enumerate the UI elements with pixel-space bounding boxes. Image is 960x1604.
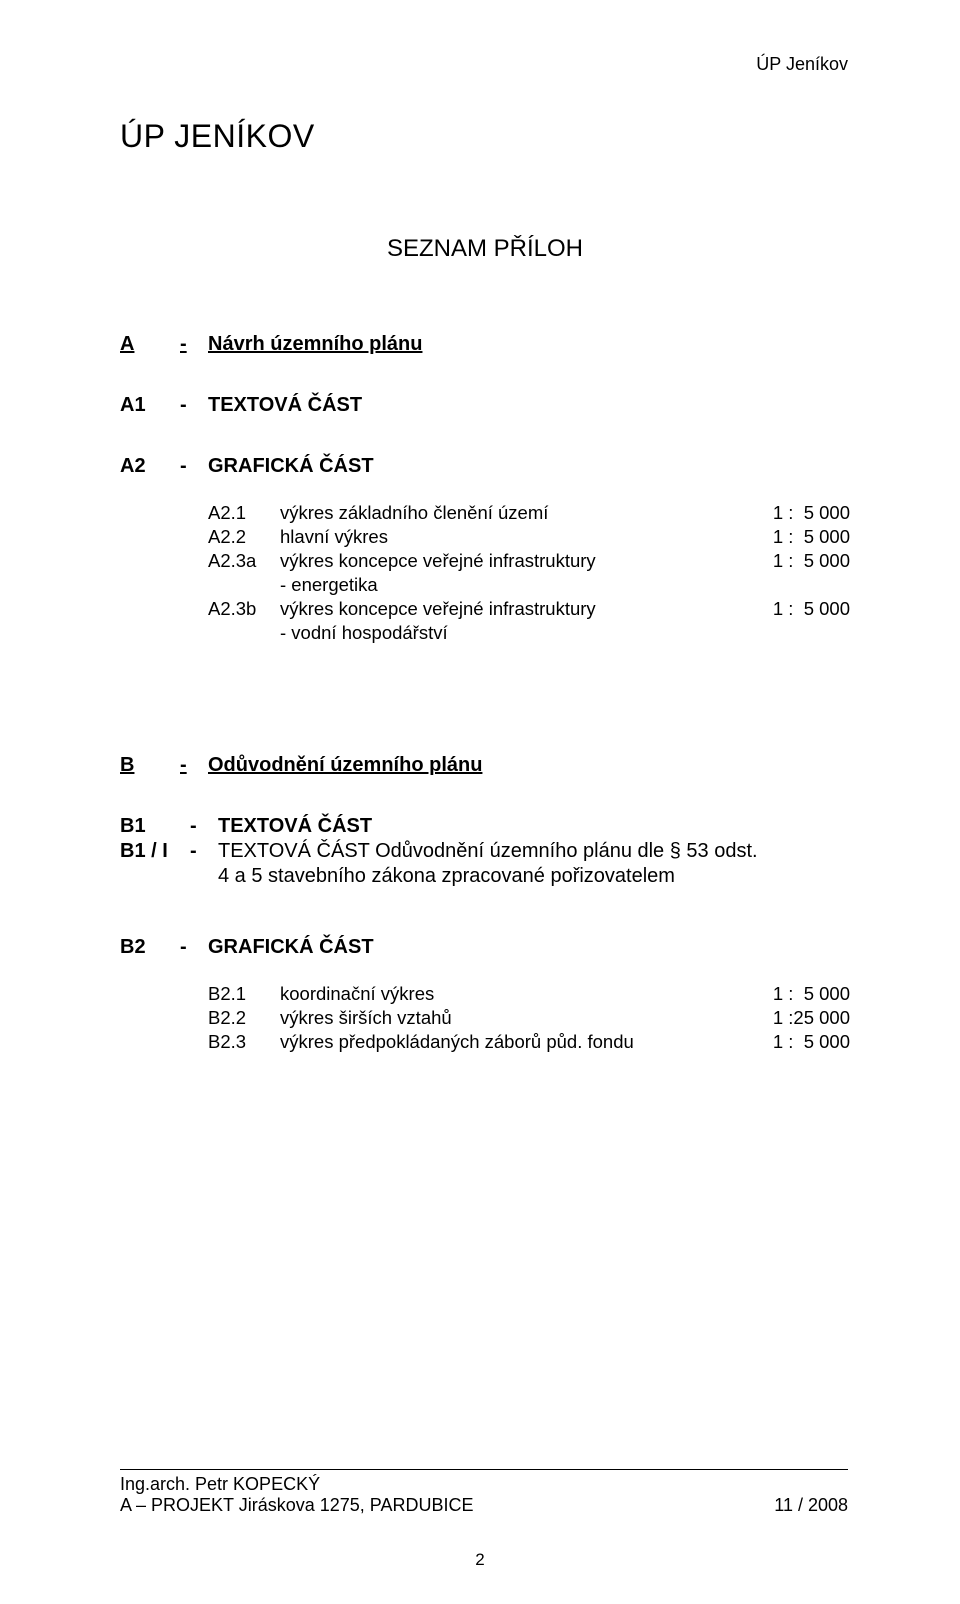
b1-label: TEXTOVÁ ČÁST (218, 815, 850, 838)
a21-ratio: 1 : 5 000 (730, 502, 850, 524)
a23b-label: výkres koncepce veřejné infrastruktury (280, 598, 730, 620)
b21-row: B2.1 koordinační výkres 1 : 5 000 (120, 983, 850, 1005)
b23-row: B2.3 výkres předpokládaných záborů půd. … (120, 1031, 850, 1053)
b21-ratio: 1 : 5 000 (730, 983, 850, 1005)
dash: - (190, 840, 218, 863)
a1-row: A1 - TEXTOVÁ ČÁST (120, 394, 850, 417)
header-project-name: ÚP Jeníkov (756, 54, 848, 75)
b22-row: B2.2 výkres širších vztahů 1 :25 000 (120, 1007, 850, 1029)
a1-label: TEXTOVÁ ČÁST (208, 394, 850, 417)
a23b-row: A2.3b výkres koncepce veřejné infrastruk… (120, 598, 850, 620)
b1i-label: TEXTOVÁ ČÁST Odůvodnění územního plánu d… (218, 840, 850, 863)
dash: - (180, 455, 208, 478)
a1-code: A1 (120, 394, 180, 417)
footer-org: A – PROJEKT Jiráskova 1275, PARDUBICE (120, 1495, 473, 1516)
dash: - (190, 815, 218, 838)
dash: - (180, 936, 208, 959)
b21-code: B2.1 (208, 983, 280, 1005)
a21-label: výkres základního členění území (280, 502, 730, 524)
b1i-code: B1 / I (120, 840, 190, 863)
a23a-label: výkres koncepce veřejné infrastruktury (280, 550, 730, 572)
a23a-subline: - energetika (120, 574, 850, 596)
a22-code: A2.2 (208, 526, 280, 548)
section-b-code: B (120, 754, 180, 777)
section-b-row: B - Odůvodnění územního plánu (120, 754, 850, 777)
footer-author: Ing.arch. Petr KOPECKÝ (120, 1474, 848, 1495)
section-a-label: Návrh územního plánu (208, 333, 422, 356)
b2-label: GRAFICKÁ ČÁST (208, 936, 850, 959)
footer: Ing.arch. Petr KOPECKÝ A – PROJEKT Jirás… (120, 1469, 848, 1516)
document-title: ÚP JENÍKOV (120, 118, 850, 155)
dash: - (180, 333, 208, 356)
a23b-code: A2.3b (208, 598, 280, 620)
section-b-label: Odůvodnění územního plánu (208, 754, 482, 777)
b2-code: B2 (120, 936, 180, 959)
footer-date: 11 / 2008 (774, 1495, 848, 1516)
b22-ratio: 1 :25 000 (730, 1007, 850, 1029)
a21-row: A2.1 výkres základního členění území 1 :… (120, 502, 850, 524)
a23b-subline: - vodní hospodářství (120, 622, 850, 644)
b1-code: B1 (120, 815, 190, 838)
a21-code: A2.1 (208, 502, 280, 524)
dash: - (180, 394, 208, 417)
a23a-code: A2.3a (208, 550, 280, 572)
b1i-row: B1 / I - TEXTOVÁ ČÁST Odůvodnění územníh… (120, 840, 850, 863)
a2-row: A2 - GRAFICKÁ ČÁST (120, 455, 850, 478)
b22-label: výkres širších vztahů (280, 1007, 730, 1029)
dash: - (180, 754, 208, 777)
page: ÚP Jeníkov ÚP JENÍKOV SEZNAM PŘÍLOH A - … (0, 0, 960, 1604)
b23-label: výkres předpokládaných záborů půd. fondu (280, 1031, 730, 1053)
a22-label: hlavní výkres (280, 526, 730, 548)
a23a-row: A2.3a výkres koncepce veřejné infrastruk… (120, 550, 850, 572)
a23a-ratio: 1 : 5 000 (730, 550, 850, 572)
subtitle: SEZNAM PŘÍLOH (120, 235, 850, 263)
page-number: 2 (0, 1550, 960, 1570)
a2-label: GRAFICKÁ ČÁST (208, 455, 850, 478)
section-a-row: A - Návrh územního plánu (120, 333, 850, 356)
a2-code: A2 (120, 455, 180, 478)
b23-code: B2.3 (208, 1031, 280, 1053)
section-a-code: A (120, 333, 180, 356)
b2-row: B2 - GRAFICKÁ ČÁST (120, 936, 850, 959)
b21-label: koordinační výkres (280, 983, 730, 1005)
b1i-continuation: 4 a 5 stavebního zákona zpracované pořiz… (120, 865, 850, 888)
footer-rule (120, 1469, 848, 1470)
b23-ratio: 1 : 5 000 (730, 1031, 850, 1053)
a22-row: A2.2 hlavní výkres 1 : 5 000 (120, 526, 850, 548)
a23b-ratio: 1 : 5 000 (730, 598, 850, 620)
b22-code: B2.2 (208, 1007, 280, 1029)
b1-row: B1 - TEXTOVÁ ČÁST (120, 815, 850, 838)
a22-ratio: 1 : 5 000 (730, 526, 850, 548)
